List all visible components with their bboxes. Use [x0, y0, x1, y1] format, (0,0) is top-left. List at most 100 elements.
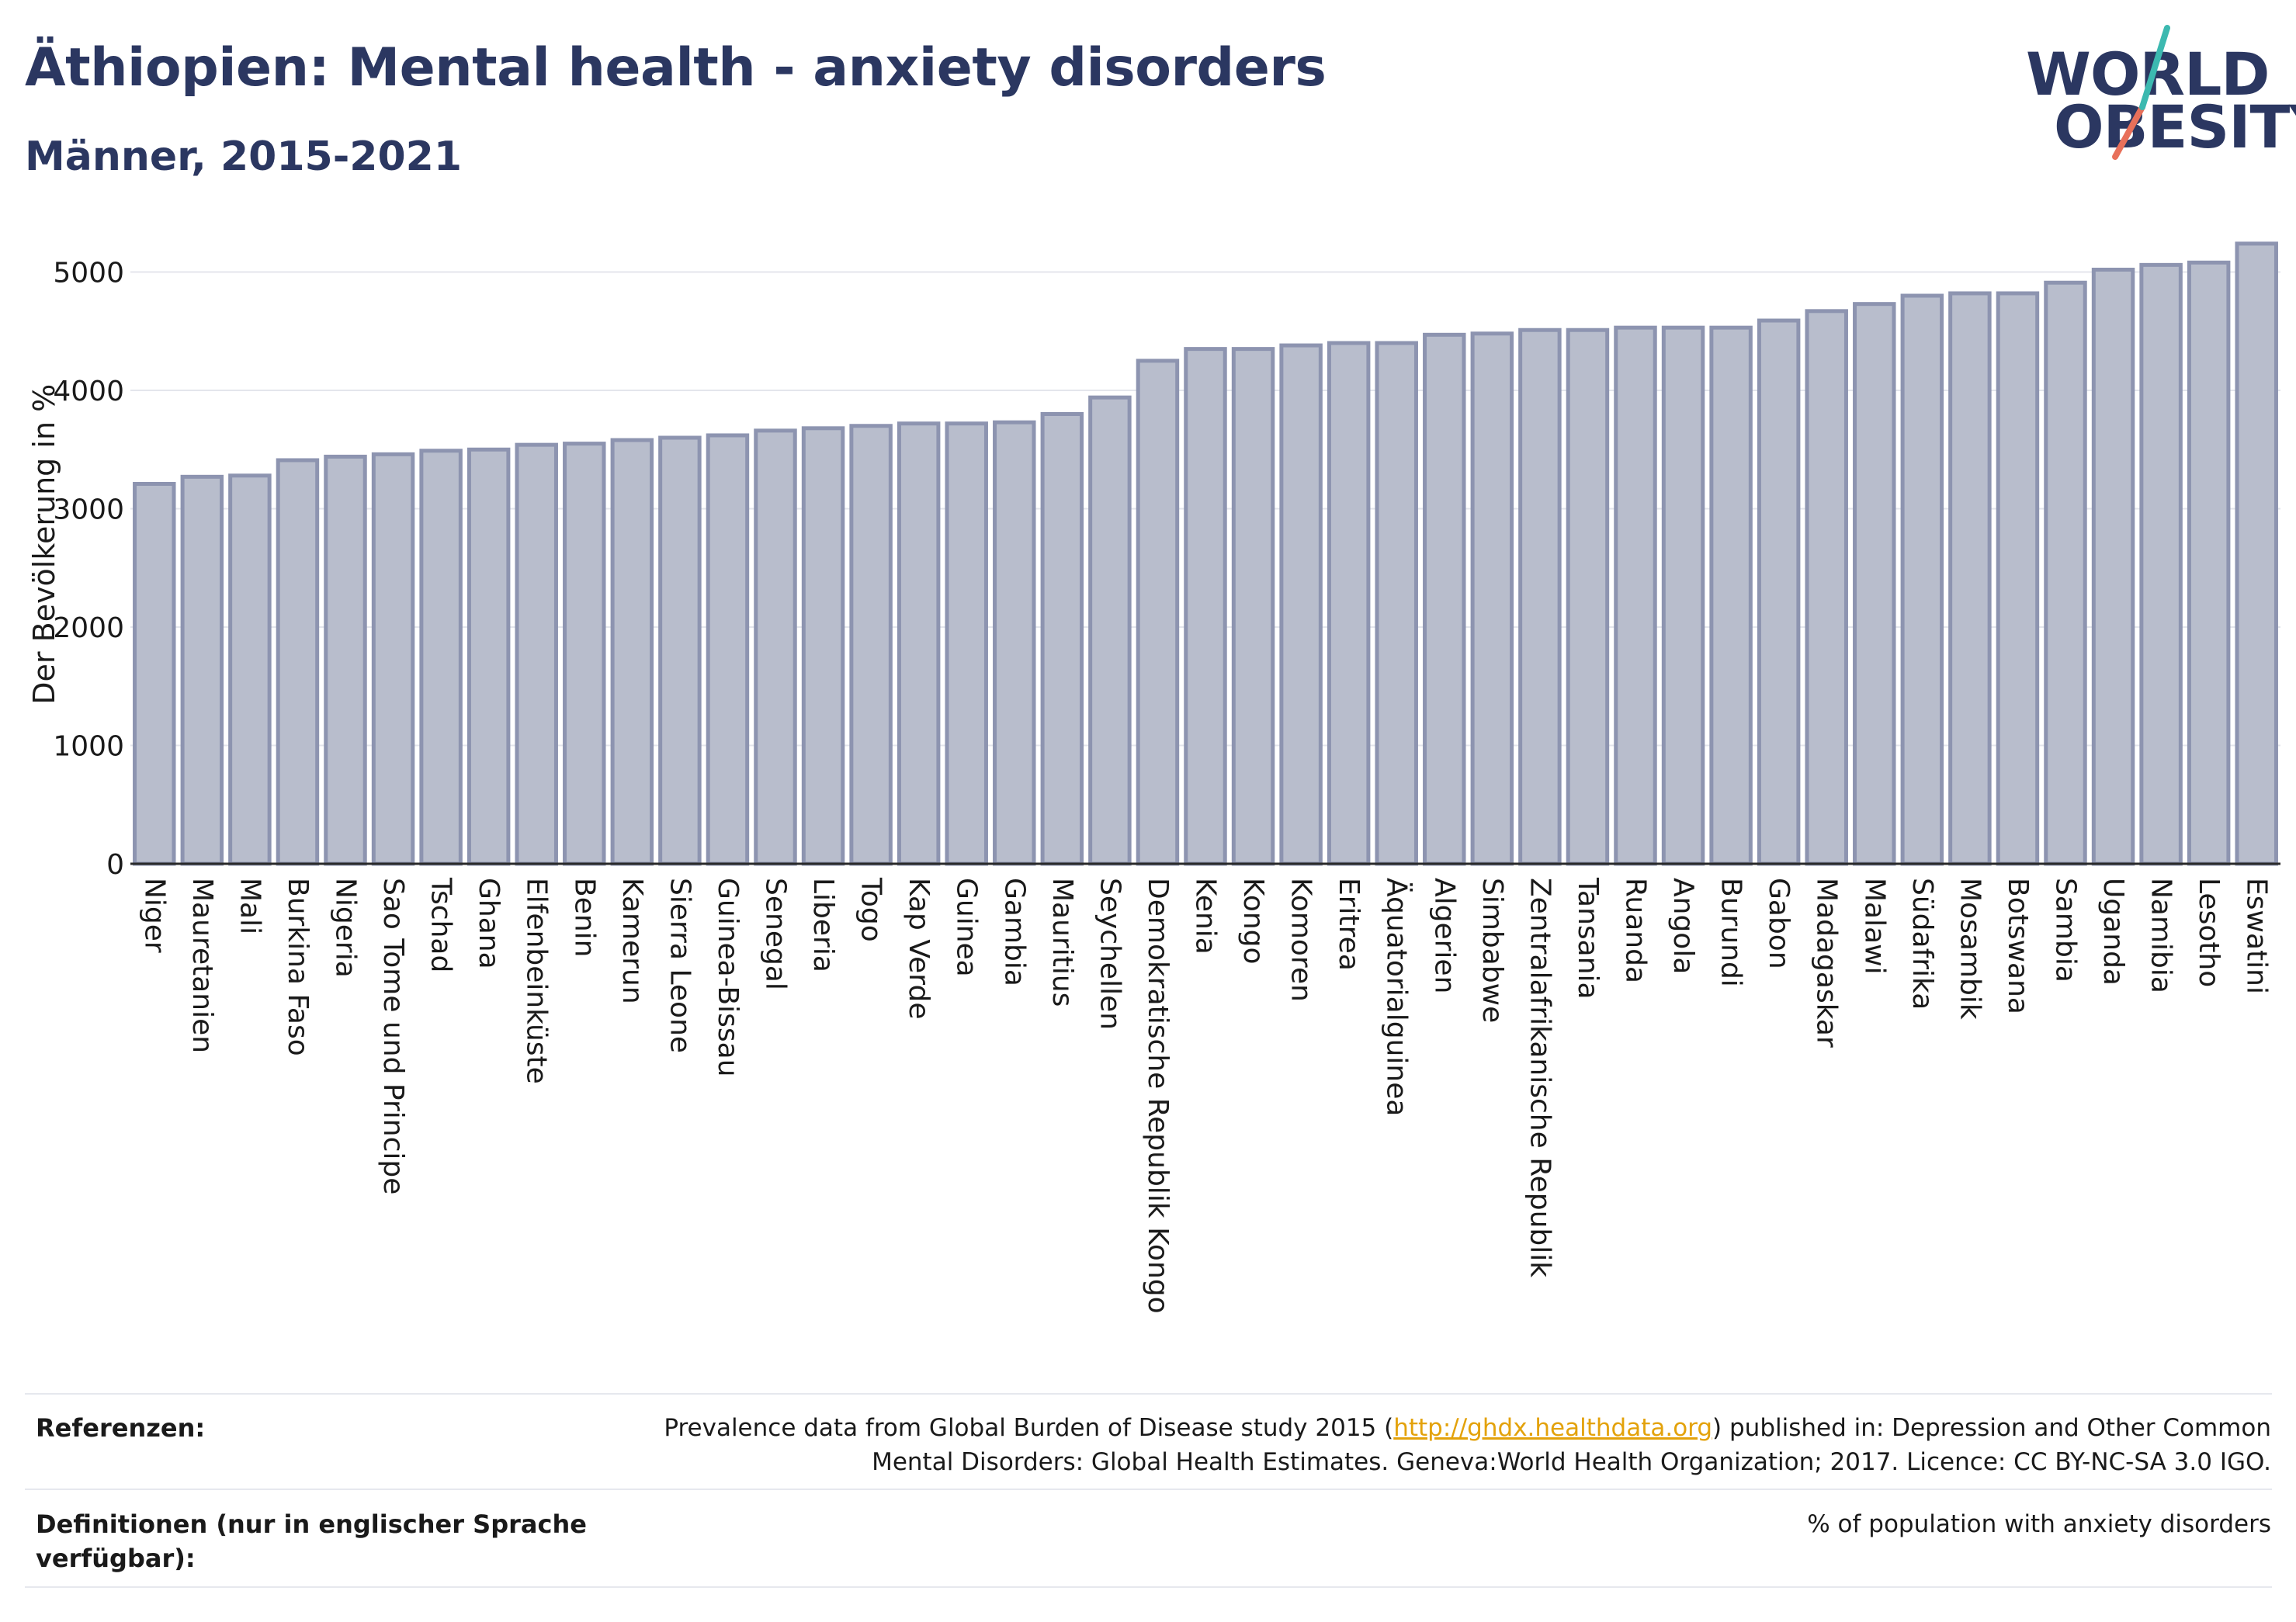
bar[interactable] — [658, 435, 702, 866]
logo-line-2: OBESITY — [2054, 92, 2296, 161]
x-tick-label: Sao Tome und Principe — [377, 878, 409, 1194]
bar[interactable] — [1088, 395, 1132, 866]
bar[interactable] — [2044, 280, 2087, 866]
x-tick-label: Guinea — [951, 878, 983, 977]
bar[interactable] — [2235, 241, 2278, 866]
x-tick-label: Kamerun — [616, 878, 648, 1004]
bar[interactable] — [1757, 318, 1801, 866]
bar[interactable] — [1948, 291, 1992, 866]
bar[interactable] — [371, 452, 415, 866]
x-tick-label: Botswana — [2002, 878, 2034, 1014]
y-tick-label: 1000 — [53, 731, 124, 763]
bar[interactable] — [1231, 347, 1275, 866]
bar[interactable] — [1375, 341, 1418, 866]
x-tick-label: Gambia — [998, 878, 1030, 986]
x-tick-label: Namibia — [2145, 878, 2177, 993]
footer-divider-middle — [25, 1489, 2272, 1490]
bar[interactable] — [897, 421, 941, 866]
x-tick-label: Madagaskar — [1811, 878, 1843, 1048]
x-tick-label: Algerien — [1428, 878, 1460, 993]
x-tick-label: Eritrea — [1333, 878, 1365, 971]
x-tick-label: Lesotho — [2193, 878, 2225, 987]
x-tick-label: Angola — [1667, 878, 1699, 974]
x-tick-label: Niger — [138, 878, 170, 953]
x-tick-label: Elfenbeinküste — [521, 878, 553, 1084]
x-tick-label: Kongo — [1237, 878, 1269, 965]
definitions-label-line1: Definitionen (nur in englischer Sprache — [36, 1509, 587, 1539]
references-text-line2: Mental Disorders: Global Health Estimate… — [872, 1448, 2271, 1476]
x-tick-label: Kenia — [1190, 878, 1222, 955]
bar[interactable] — [1518, 328, 1562, 866]
references-link[interactable]: http://ghdx.healthdata.org — [1393, 1414, 1713, 1442]
bar[interactable] — [1996, 291, 2040, 866]
chart-title: Äthiopien: Mental health - anxiety disor… — [25, 37, 1327, 99]
bar[interactable] — [993, 420, 1036, 866]
bar[interactable] — [1184, 347, 1227, 866]
bar[interactable] — [180, 474, 224, 866]
x-tick-label: Äquatorialguinea — [1381, 878, 1413, 1116]
bar[interactable] — [1136, 359, 1180, 866]
x-tick-label: Kap Verde — [903, 878, 935, 1019]
definitions-text: % of population with anxiety disorders — [1807, 1510, 2271, 1538]
bar[interactable] — [563, 442, 606, 866]
bar[interactable] — [945, 421, 988, 866]
references-text-pre: Prevalence data from Global Burden of Di… — [664, 1414, 1394, 1442]
definitions-label: Definitionen (nur in englischer Sprache … — [36, 1507, 587, 1575]
x-tick-label: Mosambik — [1954, 878, 1986, 1020]
bar[interactable] — [849, 424, 893, 866]
bar[interactable] — [133, 481, 176, 866]
bar[interactable] — [754, 428, 797, 866]
x-tick-label: Guinea-Bissau — [712, 878, 744, 1077]
bar[interactable] — [2091, 267, 2135, 866]
bar[interactable] — [706, 433, 750, 866]
bar[interactable] — [1709, 325, 1753, 866]
bar[interactable] — [1327, 341, 1371, 866]
x-tick-label: Senegal — [760, 878, 792, 990]
x-tick-label: Benin — [568, 878, 600, 957]
bar[interactable] — [610, 438, 654, 866]
bar[interactable] — [801, 426, 845, 866]
bar[interactable] — [1566, 328, 1610, 866]
x-tick-label: Mauretanien — [186, 878, 218, 1053]
bars — [133, 241, 2278, 866]
y-axis-label: Der Bevölkerung in % — [27, 384, 61, 705]
y-tick-label: 5000 — [53, 258, 124, 289]
y-tick-label: 2000 — [53, 612, 124, 644]
bar[interactable] — [1279, 343, 1323, 866]
x-tick-label: Simbabwe — [1476, 878, 1508, 1023]
x-tick-label: Tschad — [425, 877, 457, 972]
bar[interactable] — [419, 449, 463, 866]
x-axis-ticks: Niger Mauretanien Mali Burkina Faso Nigeria S… — [138, 877, 2272, 1314]
bar[interactable] — [1614, 325, 1657, 866]
bar[interactable] — [466, 447, 511, 866]
x-tick-label: Burkina Faso — [282, 878, 314, 1056]
x-tick-label: Mauritius — [1046, 878, 1078, 1007]
bar[interactable] — [2139, 262, 2183, 866]
references-text-post: ) published in: Depression and Other Com… — [1712, 1414, 2271, 1442]
y-axis-ticks: 0 1000 2000 3000 4000 5000 — [53, 258, 124, 882]
x-tick-label: Gabon — [1763, 878, 1795, 969]
y-tick-label: 0 — [106, 849, 124, 881]
bar[interactable] — [276, 458, 320, 866]
x-tick-label: Seychellen — [1094, 878, 1125, 1030]
bar[interactable] — [1900, 293, 1944, 866]
bar[interactable] — [2187, 260, 2231, 866]
bar[interactable] — [228, 473, 272, 866]
x-tick-label: Malawi — [1858, 878, 1890, 975]
x-tick-label: Demokratische Republik Kongo — [1142, 878, 1174, 1314]
references-label: Referenzen: — [36, 1413, 206, 1443]
bar[interactable] — [1661, 325, 1705, 866]
bar[interactable] — [1853, 302, 1896, 866]
x-tick-label: Liberia — [807, 878, 839, 972]
x-tick-label: Uganda — [2097, 878, 2129, 986]
bar[interactable] — [1805, 309, 1848, 866]
bar[interactable] — [324, 454, 367, 866]
world-obesity-logo[interactable]: WORLD OBESITY — [2026, 23, 2296, 171]
bar[interactable] — [1040, 412, 1084, 866]
bar[interactable] — [1470, 331, 1514, 866]
y-tick-label: 4000 — [53, 376, 124, 407]
bar[interactable] — [515, 442, 558, 866]
bar[interactable] — [1423, 332, 1466, 866]
x-tick-label: Togo — [855, 877, 887, 942]
x-tick-label: Ghana — [473, 878, 505, 969]
